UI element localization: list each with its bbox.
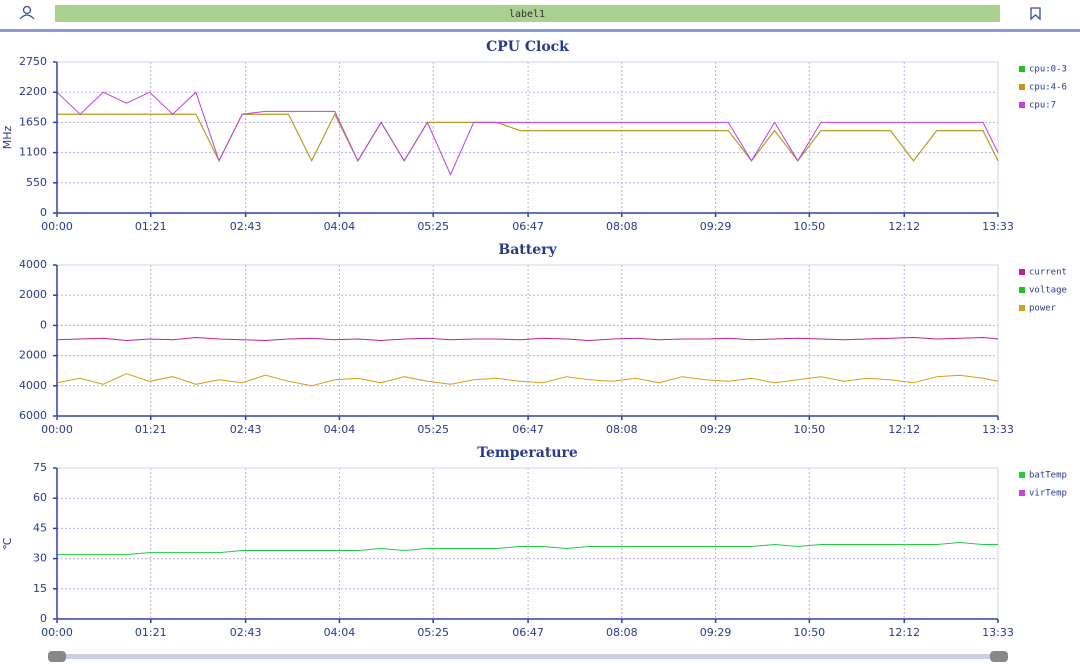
legend-swatch: [1019, 490, 1025, 496]
x-tick-label: 00:00: [41, 626, 73, 639]
x-tick-label: 05:25: [417, 626, 449, 639]
x-tick-label: 02:43: [230, 626, 262, 639]
x-tick-label: 06:47: [512, 626, 544, 639]
x-tick-label: 01:21: [135, 220, 167, 233]
x-tick-label: 09:29: [700, 626, 732, 639]
x-tick-label: 09:29: [700, 423, 732, 436]
y-tick-label: 6000: [19, 409, 47, 422]
y-tick-label: 550: [26, 176, 47, 189]
legend-swatch: [1019, 287, 1025, 293]
series-line: [57, 113, 999, 162]
y-tick-label: 15: [33, 582, 47, 595]
y-axis-label: MHz: [1, 126, 14, 150]
legend-swatch: [1019, 269, 1025, 275]
y-tick-label: 75: [33, 461, 47, 474]
y-tick-label: 2200: [19, 85, 47, 98]
x-tick-label: 02:43: [230, 423, 262, 436]
y-tick-label: 2750: [19, 55, 47, 68]
y-tick-label: 60: [33, 491, 47, 504]
x-tick-label: 00:00: [41, 423, 73, 436]
x-tick-label: 08:08: [606, 626, 638, 639]
legend-label: current: [1029, 268, 1067, 278]
x-tick-label: 01:21: [135, 423, 167, 436]
legend-label: cpu:0-3: [1029, 65, 1067, 75]
x-tick-label: 04:04: [324, 220, 356, 233]
legend-swatch: [1019, 472, 1025, 478]
y-tick-label: 30: [33, 552, 47, 565]
series-line: [57, 541, 998, 556]
divider: [0, 29, 1080, 32]
series-line: [56, 91, 999, 176]
x-tick-label: 04:04: [324, 423, 356, 436]
x-tick-label: 10:50: [793, 220, 825, 233]
legend-label: power: [1029, 304, 1057, 314]
x-tick-label: 13:33: [982, 423, 1014, 436]
y-tick-label: 0: [40, 318, 47, 331]
x-tick-label: 12:12: [888, 220, 920, 233]
x-tick-label: 12:12: [888, 423, 920, 436]
y-axis-label: ℃: [1, 537, 14, 549]
legend-swatch: [1019, 102, 1025, 108]
chart-title: Battery: [498, 242, 557, 258]
x-tick-label: 05:25: [417, 423, 449, 436]
y-tick-label: 1100: [19, 146, 47, 159]
y-tick-label: 4000: [19, 379, 47, 392]
charts: CPU Clock MHz 0 550 1100 1650 2200 2750 00:00 01:…: [1, 39, 1067, 639]
y-tick-label: 0: [40, 206, 47, 219]
y-tick-label: 4000: [19, 258, 47, 271]
legend-swatch: [1019, 84, 1025, 90]
x-tick-label: 06:47: [512, 220, 544, 233]
y-tick-label: 2000: [19, 288, 47, 301]
x-tick-label: 13:33: [982, 626, 1014, 639]
x-tick-label: 10:50: [793, 423, 825, 436]
x-tick-label: 06:47: [512, 423, 544, 436]
x-tick-label: 05:25: [417, 220, 449, 233]
legend-swatch: [1019, 66, 1025, 72]
x-tick-label: 04:04: [324, 626, 356, 639]
series-line: [56, 336, 999, 342]
x-tick-label: 09:29: [700, 220, 732, 233]
x-tick-label: 01:21: [135, 626, 167, 639]
y-tick-label: 0: [40, 612, 47, 625]
legend-label: cpu:7: [1029, 101, 1056, 111]
label: label1: [509, 9, 545, 20]
bookmark-icon[interactable]: [1030, 7, 1041, 21]
plot-frame: [56, 467, 999, 620]
x-tick-label: 13:33: [982, 220, 1014, 233]
scroll-handle-left[interactable]: [48, 651, 66, 662]
legend-swatch: [1019, 305, 1025, 311]
legend-label: batTemp: [1029, 471, 1067, 481]
legend-label: cpu:4-6: [1029, 83, 1067, 93]
x-tick-label: 10:50: [793, 626, 825, 639]
chart-title: Temperature: [477, 445, 578, 461]
x-tick-label: 12:12: [888, 626, 920, 639]
plot-frame: [56, 264, 999, 417]
x-tick-label: 02:43: [230, 220, 262, 233]
x-tick-label: 08:08: [606, 220, 638, 233]
y-tick-label: 2000: [19, 349, 47, 362]
series-line: [56, 373, 999, 387]
legend-label: virTemp: [1029, 489, 1067, 499]
chart-title: CPU Clock: [486, 39, 569, 55]
legend-label: voltage: [1029, 286, 1067, 296]
y-tick-label: 45: [33, 521, 47, 534]
scroll-handle-right[interactable]: [990, 651, 1008, 662]
user-icon[interactable]: [19, 5, 35, 20]
label-bar: [55, 5, 1000, 22]
x-tick-label: 08:08: [606, 423, 638, 436]
series-line: [57, 113, 999, 162]
scroll-track: [48, 654, 1008, 659]
x-tick-label: 00:00: [41, 220, 73, 233]
y-tick-label: 1650: [19, 115, 47, 128]
plot-frame: [56, 61, 999, 214]
